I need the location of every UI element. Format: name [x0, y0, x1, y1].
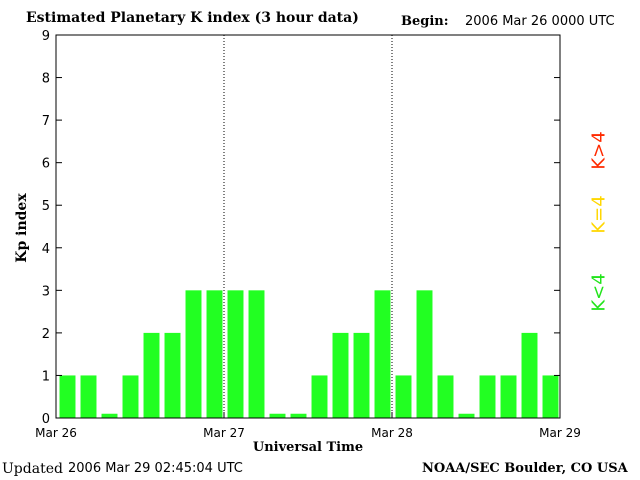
kp-bar [185, 290, 202, 418]
y-tick-label: 5 [42, 199, 50, 214]
kp-bar [164, 332, 181, 418]
y-tick-label: 4 [42, 242, 50, 257]
kp-bar [311, 375, 328, 418]
kp-bar [290, 413, 307, 418]
legend-k-less-4: K<4 [588, 273, 610, 312]
kp-bar [458, 413, 475, 418]
x-tick-label: Mar 28 [371, 426, 413, 440]
updated-value: 2006 Mar 29 02:45:04 UTC [68, 461, 243, 476]
updated-label: Updated [2, 461, 63, 477]
kp-bar [416, 290, 433, 418]
kp-bar [542, 375, 559, 418]
y-tick-label: 6 [42, 157, 50, 172]
kp-bar [59, 375, 76, 418]
y-tick-label: 7 [42, 114, 50, 129]
kp-bar [500, 375, 517, 418]
x-tick-label: Mar 29 [539, 426, 581, 440]
kp-bar [479, 375, 496, 418]
y-tick-label: 9 [42, 29, 50, 44]
y-tick-label: 1 [42, 369, 50, 384]
kp-bar [227, 290, 244, 418]
kp-bar [353, 332, 370, 418]
plot-frame [55, 34, 561, 419]
x-axis-label: Universal Time [252, 440, 364, 455]
kp-bar [437, 375, 454, 418]
kp-bar [248, 290, 265, 418]
kp-bar [269, 413, 286, 418]
y-tick-label: 2 [42, 327, 50, 342]
y-tick-label: 3 [42, 284, 50, 299]
y-tick-label: 0 [42, 412, 50, 427]
kp-bar [206, 290, 223, 418]
y-axis-label: Kp index [14, 193, 30, 263]
kp-bar [80, 375, 97, 418]
begin-value: 2006 Mar 26 0000 UTC [465, 14, 615, 29]
x-tick-label: Mar 26 [35, 426, 77, 440]
kp-bar [395, 375, 412, 418]
x-tick-label: Mar 27 [203, 426, 245, 440]
legend-k-greater-4: K>4 [588, 131, 610, 170]
kp-bar [101, 413, 118, 418]
y-tick-label: 8 [42, 72, 50, 87]
kp-bar [143, 332, 160, 418]
kp-bar [521, 332, 538, 418]
kp-bar [374, 290, 391, 418]
source-credit: NOAA/SEC Boulder, CO USA [422, 461, 628, 476]
legend-k-equal-4: K=4 [588, 195, 610, 234]
chart-title: Estimated Planetary K index (3 hour data… [26, 10, 359, 26]
kp-bar [122, 375, 139, 418]
begin-label: Begin: [401, 14, 449, 29]
kp-bar [332, 332, 349, 418]
